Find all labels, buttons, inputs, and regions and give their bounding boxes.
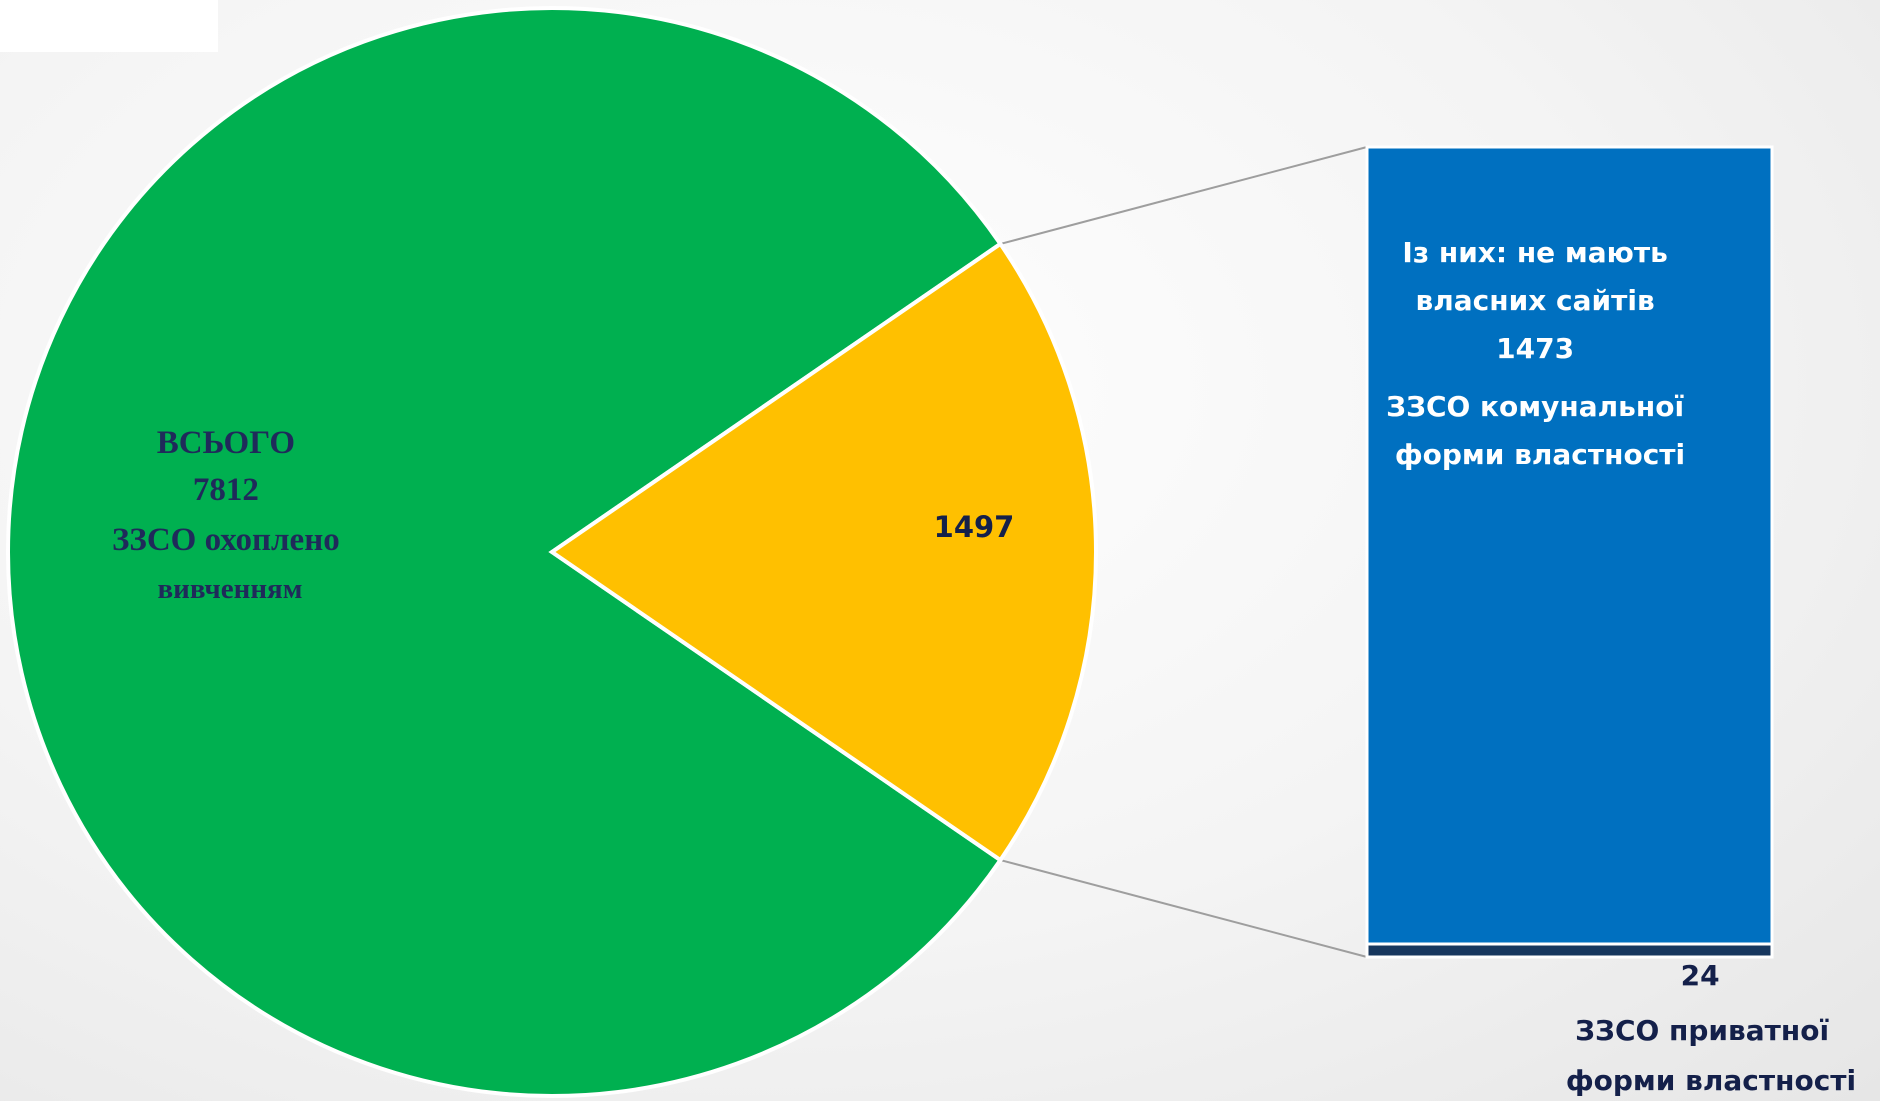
pie-slice-breakdown <box>548 241 1098 863</box>
pie-main-label: ВСЬОГО 7812 ЗЗСО охоплено вивченням <box>112 425 348 605</box>
bar-top-label: Із них: не мають власних сайтів 1473 ЗЗС… <box>1386 236 1694 471</box>
bar-label-line-4: ЗЗСО комунальної <box>1386 390 1684 423</box>
bar-segment-private <box>1365 942 1774 959</box>
bar-label-line-2: власних сайтів <box>1416 284 1655 317</box>
header-placeholder-box <box>0 0 218 52</box>
bar-label-line-1: Із них: не мають <box>1402 236 1667 269</box>
bar-label-line-5: форми властності <box>1395 438 1685 471</box>
bar-segment-communal <box>1365 145 1774 946</box>
pie-label-line-1: ВСЬОГО <box>157 425 295 461</box>
connector-line-bottom <box>1000 859 1368 958</box>
pie-slice-total <box>6 6 1004 1098</box>
pie-label-line-3: ЗЗСО охоплено <box>112 522 340 558</box>
pie-slice-value-label: 1497 <box>934 510 1015 544</box>
connector-line-top <box>1000 146 1368 245</box>
bar-bottom-label-line-3: форми властності <box>1566 1064 1856 1097</box>
bar-bottom-label: 24 ЗЗСО приватної форми властності <box>1566 959 1856 1097</box>
pie-label-line-4: вивченням <box>157 573 302 605</box>
bar-label-line-3: 1473 <box>1496 332 1574 365</box>
bar-bottom-label-line-1: 24 <box>1681 959 1720 992</box>
pie-label-line-2: 7812 <box>193 472 259 508</box>
bar-bottom-label-line-2: ЗЗСО приватної <box>1575 1014 1829 1047</box>
